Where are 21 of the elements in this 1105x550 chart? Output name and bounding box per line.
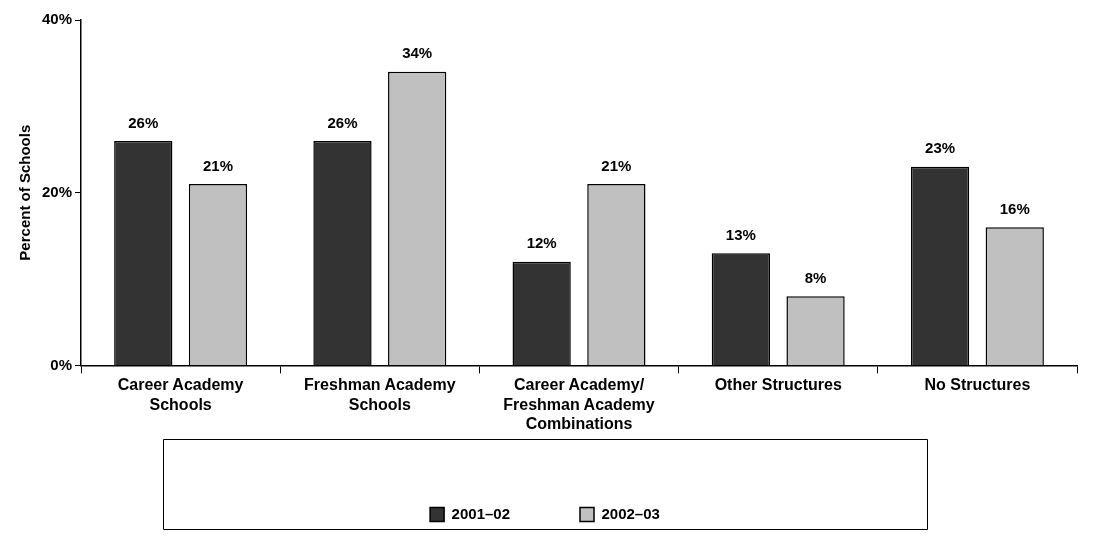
legend-label: 2002–03 bbox=[601, 504, 660, 522]
data-label: 13% bbox=[725, 225, 756, 243]
x-tick-label: Career Academy Schools bbox=[117, 376, 244, 413]
data-label: 8% bbox=[804, 268, 827, 286]
x-tick-label: Freshman Academy Schools bbox=[304, 376, 456, 413]
data-label: 26% bbox=[327, 113, 358, 131]
data-label: 34% bbox=[402, 44, 433, 62]
data-label: 21% bbox=[601, 156, 632, 174]
data-label: 12% bbox=[526, 234, 557, 252]
data-label: 21% bbox=[202, 156, 233, 174]
x-tick-label: Other Structures bbox=[714, 376, 842, 394]
x-tick-label: No Structures bbox=[924, 376, 1031, 394]
data-label: 16% bbox=[999, 199, 1030, 217]
y-tick-label: 20% bbox=[41, 182, 73, 200]
y-tick-label: 40% bbox=[41, 10, 73, 28]
y-tick-label: 0% bbox=[50, 355, 73, 373]
data-label: 23% bbox=[925, 139, 956, 157]
x-tick-label: Career Academy/ Freshman Academy Combinations bbox=[503, 376, 655, 432]
legend-label: 2001–02 bbox=[451, 504, 511, 522]
data-label: 26% bbox=[128, 113, 159, 131]
y-axis-title: Percent of Schools bbox=[16, 124, 34, 261]
